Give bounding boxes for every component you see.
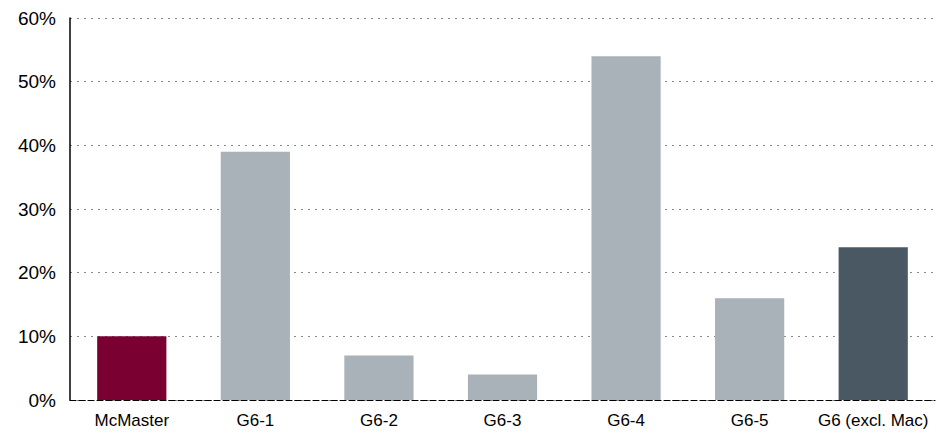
- svg-text:G6-4: G6-4: [607, 411, 645, 430]
- svg-text:60%: 60%: [18, 8, 56, 29]
- svg-text:McMaster: McMaster: [94, 411, 169, 430]
- svg-text:G6-2: G6-2: [360, 411, 398, 430]
- svg-text:G6 (excl. Mac): G6 (excl. Mac): [818, 411, 929, 430]
- svg-text:40%: 40%: [18, 135, 56, 156]
- svg-text:30%: 30%: [18, 199, 56, 220]
- svg-text:G6-5: G6-5: [731, 411, 769, 430]
- svg-text:G6-1: G6-1: [236, 411, 274, 430]
- svg-text:0%: 0%: [29, 390, 57, 411]
- svg-text:20%: 20%: [18, 262, 56, 283]
- svg-text:50%: 50%: [18, 71, 56, 92]
- svg-text:G6-3: G6-3: [484, 411, 522, 430]
- svg-text:10%: 10%: [18, 326, 56, 347]
